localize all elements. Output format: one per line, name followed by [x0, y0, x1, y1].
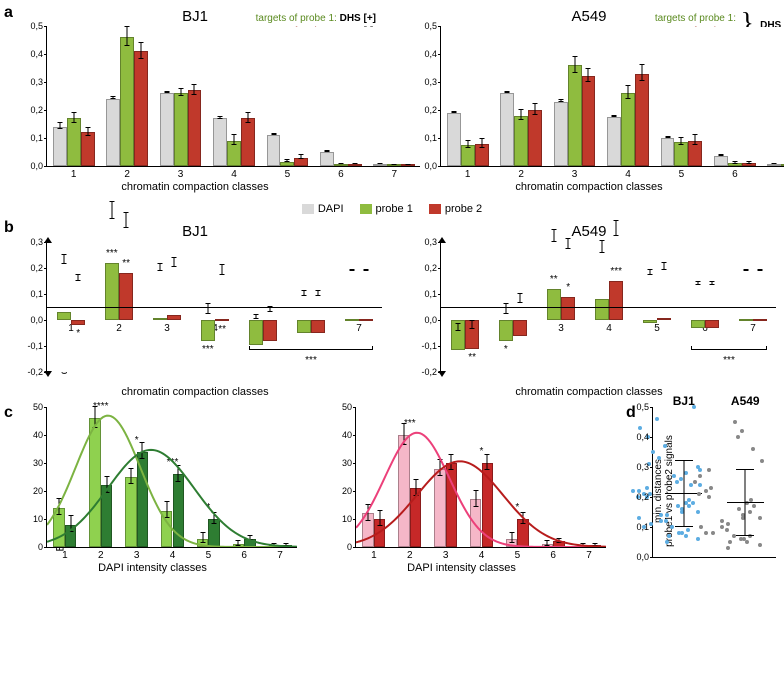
chart-b-bj1: -0,2-0,10,00,10,20,31*2*****34*****567**…: [46, 242, 382, 372]
panel-c-p2: probe 2 BJ1 A549 010203040501234567*****…: [317, 408, 606, 574]
scatter-d: BJ1 A549 0,00,10,20,30,40,5: [652, 408, 776, 558]
xlabel-a-a549: chromatin compaction classes: [402, 181, 776, 193]
legend-dapi: DAPI: [302, 203, 344, 215]
row-b: b BJ1 relativedepletion (-) / enrichment…: [8, 223, 776, 398]
panel-b-bj1: BJ1 relativedepletion (-) / enrichment (…: [8, 223, 382, 398]
chart-a-bj1: 0,00,10,20,30,40,51234567: [46, 27, 420, 167]
panel-c-p1: BJ1 vs A549 comparison probe 1 BJ1 A549 …: [8, 408, 297, 574]
panel-d: d min. distancesprobe1 vs probe2 signals…: [626, 408, 776, 574]
figure-root: a BJ1 relative signal distribution targe…: [8, 8, 776, 574]
chart-b-a549: -0,2-0,10,00,10,20,31**2*3***4***567***: [440, 242, 776, 372]
legend-probe2: probe 2: [429, 203, 482, 215]
xlabel-b-bj1: chromatin compaction classes: [8, 386, 382, 398]
xlabel-b-a549: chromatin compaction classes: [402, 386, 776, 398]
row-a: a BJ1 relative signal distribution targe…: [8, 8, 776, 193]
legend-probe1: probe 1: [360, 203, 413, 215]
chart-a-a549: 0,00,10,20,30,40,51234567: [440, 27, 784, 167]
panel-a-bj1: BJ1 relative signal distribution targets…: [8, 8, 382, 193]
row-cd: c BJ1 vs A549 comparison probe 1 BJ1 A54…: [8, 408, 776, 574]
xlabel-c-p1: DAPI intensity classes: [8, 562, 297, 574]
scatter-a549: A549: [715, 408, 777, 557]
xlabel-a-bj1: chromatin compaction classes: [8, 181, 382, 193]
chart-c-p1: 010203040501234567*********: [46, 408, 297, 548]
chart-c-p2: 010203040501234567*****: [355, 408, 606, 548]
panel-a-a549: A549 targets of probe 1: targets of prob…: [402, 8, 776, 193]
title-a549-b: A549: [402, 223, 776, 240]
xlabel-c-p2: DAPI intensity classes: [317, 562, 606, 574]
title-bj1-b: BJ1: [8, 223, 382, 240]
panel-b-a549: A549 -0,2-0,10,00,10,20,31**2*3***4***56…: [402, 223, 776, 398]
